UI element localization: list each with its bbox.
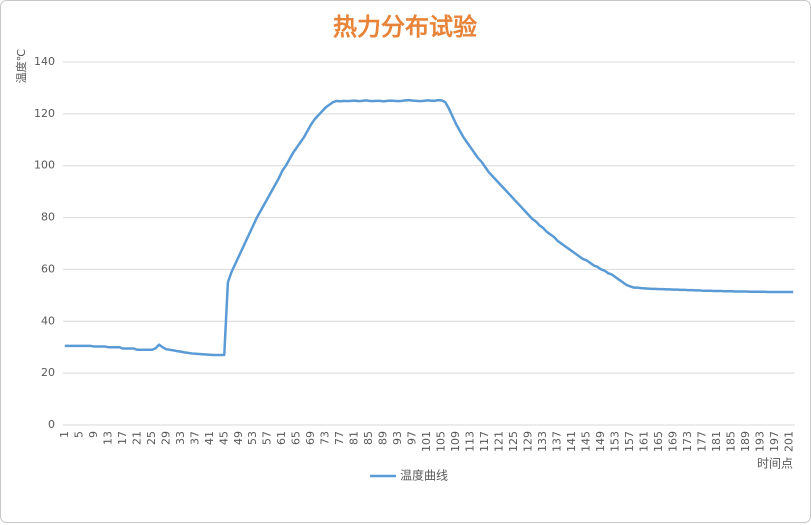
x-tick-label: 17 <box>116 431 129 445</box>
y-tick-label: 140 <box>34 55 55 68</box>
x-tick-label: 149 <box>594 431 607 452</box>
y-tick-label: 20 <box>41 366 55 379</box>
x-tick-label: 141 <box>565 431 578 452</box>
x-tick-label: 157 <box>623 431 636 452</box>
x-tick-label: 29 <box>159 431 172 445</box>
y-tick-label: 120 <box>34 107 55 120</box>
data-line <box>64 98 794 357</box>
x-tick-label: 121 <box>493 431 506 452</box>
x-tick-label: 81 <box>348 431 361 445</box>
x-tick-label: 133 <box>536 431 549 452</box>
x-tick-label: 73 <box>319 431 332 445</box>
x-tick-label: 117 <box>478 431 491 452</box>
x-tick-label: 57 <box>261 431 274 445</box>
x-tick-label: 105 <box>435 431 448 452</box>
y-tick-label: 60 <box>41 262 55 275</box>
x-axis-title: 时间点 <box>757 457 793 471</box>
x-tick-label: 181 <box>710 431 723 452</box>
x-tick-label: 41 <box>203 431 216 445</box>
x-tick-label: 53 <box>246 431 259 445</box>
x-tick-label: 89 <box>377 431 390 445</box>
chart-title: 热力分布试验 <box>333 13 477 41</box>
x-tick-label: 125 <box>507 431 520 452</box>
x-tick-label: 77 <box>333 431 346 445</box>
x-tick-label: 5 <box>72 431 85 438</box>
x-tick-label: 65 <box>290 431 303 445</box>
x-tick-label: 45 <box>217 431 230 445</box>
x-tick-label: 177 <box>696 431 709 452</box>
x-tick-label: 165 <box>652 431 665 452</box>
x-tick-label: 101 <box>420 431 433 452</box>
x-tick-label: 153 <box>609 431 622 452</box>
x-tick-label: 69 <box>304 431 317 445</box>
x-tick-label: 161 <box>638 431 651 452</box>
x-tick-label: 137 <box>551 431 564 452</box>
x-tick-label: 33 <box>174 431 187 445</box>
x-tick-label: 13 <box>101 431 114 445</box>
y-tick-label: 100 <box>34 159 55 172</box>
x-tick-label: 9 <box>87 431 100 438</box>
x-tick-label: 21 <box>130 431 143 445</box>
x-tick-label: 93 <box>391 431 404 445</box>
legend-label: 温度曲线 <box>400 468 448 483</box>
y-tick-label: 40 <box>41 314 55 327</box>
x-tick-label: 49 <box>232 431 245 445</box>
x-tick-label: 173 <box>681 431 694 452</box>
x-tick-label: 1 <box>58 431 71 438</box>
x-tick-label: 201 <box>783 431 796 452</box>
x-tick-label: 129 <box>522 431 535 452</box>
x-tick-label: 169 <box>667 431 680 452</box>
x-tick-label: 61 <box>275 431 288 445</box>
x-tick-label: 97 <box>406 431 419 445</box>
x-tick-label: 113 <box>464 431 477 452</box>
x-tick-label: 109 <box>449 431 462 452</box>
x-tick-label: 189 <box>739 431 752 452</box>
x-tick-label: 25 <box>145 431 158 445</box>
x-tick-label: 185 <box>725 431 738 452</box>
y-axis-title: 温度℃ <box>14 49 28 83</box>
x-tick-label: 37 <box>188 431 201 445</box>
x-tick-label: 197 <box>768 431 781 452</box>
y-tick-label: 80 <box>41 211 55 224</box>
y-tick-label: 0 <box>48 418 55 431</box>
x-tick-label: 85 <box>362 431 375 445</box>
x-tick-label: 145 <box>580 431 593 452</box>
x-tick-label: 193 <box>754 431 767 452</box>
